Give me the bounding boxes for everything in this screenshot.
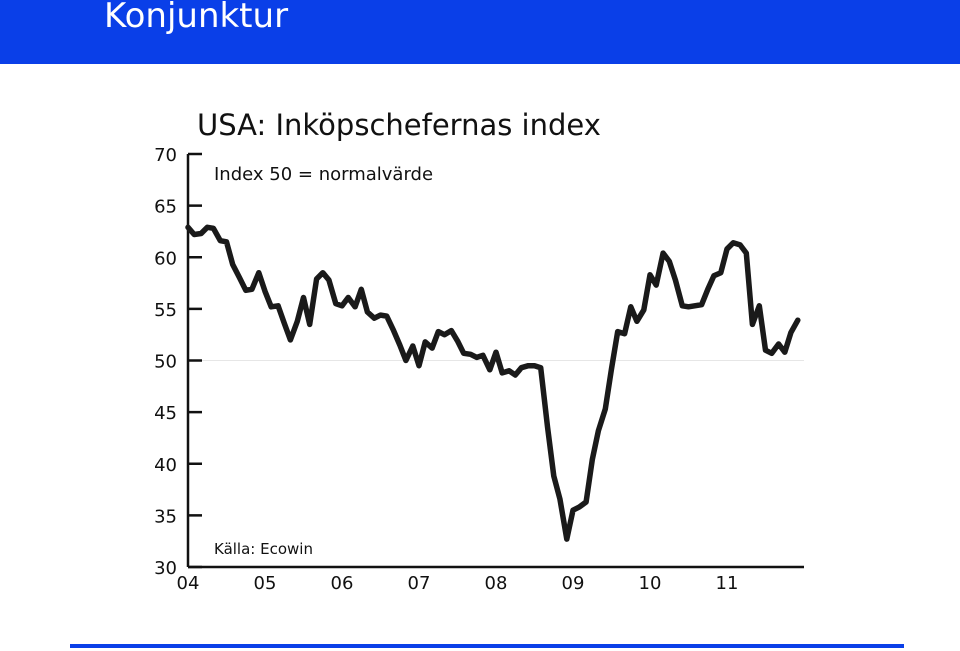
x-tick-label: 07 [408, 573, 431, 594]
header-bar: Konjunktur [0, 0, 960, 64]
y-tick-label: 60 [154, 248, 177, 269]
x-tick-label: 05 [254, 573, 277, 594]
y-ticks: 30 35 40 45 50 55 60 65 70 [154, 145, 202, 579]
y-tick-label: 40 [154, 455, 177, 476]
series-line [185, 224, 801, 542]
y-tick-label: 30 [154, 558, 177, 579]
x-tick-label: 11 [716, 573, 739, 594]
source-note: Källa: Ecowin [214, 540, 313, 558]
x-tick-label: 04 [177, 573, 200, 594]
chart-subtitle: Index 50 = normalvärde [214, 164, 433, 185]
page-title: Konjunktur [104, 0, 289, 36]
y-tick-label: 65 [154, 197, 177, 218]
x-tick-label: 09 [562, 573, 585, 594]
y-tick-label: 45 [154, 403, 177, 424]
y-tick-label: 55 [154, 300, 177, 321]
x-ticks: 04 05 06 07 08 09 10 11 [177, 573, 739, 594]
footer-rule [70, 644, 904, 648]
y-tick-label: 70 [154, 145, 177, 166]
x-tick-label: 10 [639, 573, 662, 594]
y-tick-label: 50 [154, 352, 177, 373]
y-tick-label: 35 [154, 506, 177, 527]
x-tick-label: 06 [331, 573, 354, 594]
chart-title: USA: Inköpschefernas index [197, 108, 601, 142]
x-tick-label: 08 [485, 573, 508, 594]
